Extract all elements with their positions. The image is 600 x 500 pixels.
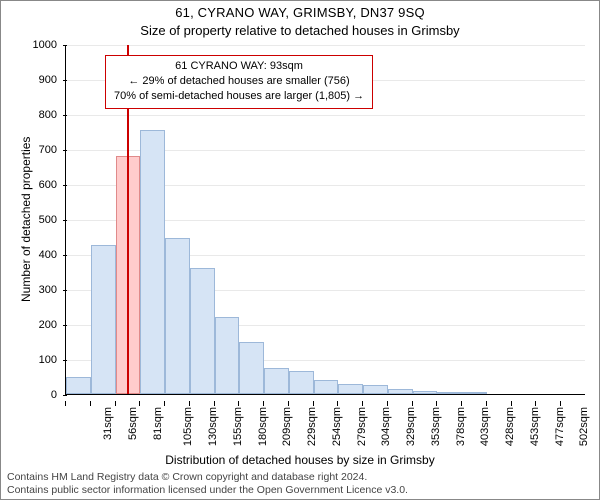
x-tick-label: 329sqm (405, 407, 417, 446)
x-tick-mark (387, 401, 388, 406)
x-tick-mark (535, 401, 536, 406)
x-tick-mark (90, 401, 91, 406)
gridline (66, 115, 585, 116)
footer-l1: Contains HM Land Registry data © Crown c… (7, 471, 593, 484)
y-tick-label: 200 (39, 319, 57, 331)
y-tick-label: 0 (51, 389, 57, 401)
y-tick-label: 500 (39, 214, 57, 226)
histogram-bar (338, 384, 363, 395)
x-tick-label: 209sqm (281, 407, 293, 446)
y-tick-mark (63, 220, 67, 221)
x-tick-mark (263, 401, 264, 406)
x-tick-label: 353sqm (430, 407, 442, 446)
gridline (66, 45, 585, 46)
y-tick-mark (63, 360, 67, 361)
histogram-bar (140, 130, 165, 394)
y-tick-mark (63, 255, 67, 256)
x-tick-mark (65, 401, 66, 406)
histogram-bar (363, 385, 388, 394)
y-tick-label: 400 (39, 249, 57, 261)
histogram-bar (314, 380, 339, 394)
x-tick-mark (214, 401, 215, 406)
x-tick-mark (164, 401, 165, 406)
x-tick-label: 254sqm (331, 407, 343, 446)
title-sub: Size of property relative to detached ho… (1, 23, 599, 38)
y-tick-mark (63, 395, 67, 396)
x-tick-label: 180sqm (257, 407, 269, 446)
y-tick-mark (63, 290, 67, 291)
annotation-l1: 61 CYRANO WAY: 93sqm (114, 59, 364, 74)
y-tick-mark (63, 80, 67, 81)
y-tick-label: 1000 (33, 39, 57, 51)
histogram-bar (190, 268, 215, 394)
y-tick-mark (63, 45, 67, 46)
y-tick-label: 100 (39, 354, 57, 366)
histogram-bar (413, 391, 438, 395)
footer: Contains HM Land Registry data © Crown c… (7, 471, 593, 497)
histogram-bar (239, 342, 264, 395)
x-tick-mark (189, 401, 190, 406)
y-axis-label: Number of detached properties (19, 137, 33, 302)
histogram-bar (165, 238, 190, 394)
title-main: 61, CYRANO WAY, GRIMSBY, DN37 9SQ (1, 5, 599, 20)
x-tick-label: 304sqm (381, 407, 393, 446)
x-tick-mark (139, 401, 140, 406)
footer-l2: Contains public sector information licen… (7, 484, 593, 497)
annotation-box: 61 CYRANO WAY: 93sqm ← 29% of detached h… (105, 55, 373, 109)
y-tick-mark (63, 115, 67, 116)
x-tick-label: 56sqm (127, 407, 139, 440)
histogram-bar (289, 371, 314, 394)
histogram-bar (388, 389, 413, 394)
x-tick-mark (362, 401, 363, 406)
x-tick-label: 81sqm (152, 407, 164, 440)
x-tick-mark (436, 401, 437, 406)
chart-area: 61 CYRANO WAY: 93sqm ← 29% of detached h… (65, 45, 585, 395)
x-tick-label: 403sqm (480, 407, 492, 446)
histogram-bar (437, 392, 462, 394)
x-tick-mark (461, 401, 462, 406)
histogram-bar (264, 368, 289, 394)
x-tick-label: 105sqm (182, 407, 194, 446)
y-tick-mark (63, 185, 67, 186)
annotation-l3: 70% of semi-detached houses are larger (… (114, 89, 364, 104)
x-tick-label: 229sqm (306, 407, 318, 446)
x-axis-caption: Distribution of detached houses by size … (1, 453, 599, 467)
x-tick-label: 477sqm (554, 407, 566, 446)
x-tick-label: 378sqm (455, 407, 467, 446)
histogram-bar (91, 245, 116, 394)
page-root: 61, CYRANO WAY, GRIMSBY, DN37 9SQ Size o… (0, 0, 600, 500)
y-tick-label: 600 (39, 179, 57, 191)
histogram-bar (462, 392, 487, 394)
x-tick-label: 130sqm (207, 407, 219, 446)
x-tick-mark (288, 401, 289, 406)
y-tick-label: 300 (39, 284, 57, 296)
histogram-bar (215, 317, 240, 394)
x-tick-mark (511, 401, 512, 406)
y-tick-label: 900 (39, 74, 57, 86)
histogram-bar (66, 377, 91, 395)
x-tick-mark (115, 401, 116, 406)
x-tick-mark (412, 401, 413, 406)
x-tick-label: 31sqm (102, 407, 114, 440)
y-tick-label: 700 (39, 144, 57, 156)
x-tick-label: 155sqm (232, 407, 244, 446)
x-tick-mark (313, 401, 314, 406)
x-tick-label: 279sqm (356, 407, 368, 446)
y-tick-mark (63, 150, 67, 151)
x-tick-mark (560, 401, 561, 406)
x-tick-mark (238, 401, 239, 406)
x-tick-label: 428sqm (504, 407, 516, 446)
x-tick-mark (486, 401, 487, 406)
annotation-l2: ← 29% of detached houses are smaller (75… (114, 74, 364, 89)
x-tick-label: 502sqm (579, 407, 591, 446)
x-tick-mark (337, 401, 338, 406)
x-tick-label: 453sqm (529, 407, 541, 446)
y-tick-label: 800 (39, 109, 57, 121)
y-tick-mark (63, 325, 67, 326)
